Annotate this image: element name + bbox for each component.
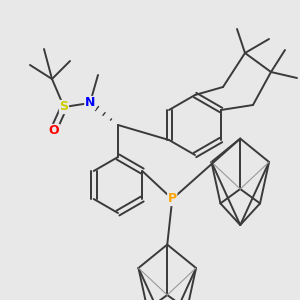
Text: N: N (85, 97, 95, 110)
Text: S: S (59, 100, 68, 113)
Text: P: P (168, 193, 177, 206)
Text: O: O (49, 124, 59, 137)
